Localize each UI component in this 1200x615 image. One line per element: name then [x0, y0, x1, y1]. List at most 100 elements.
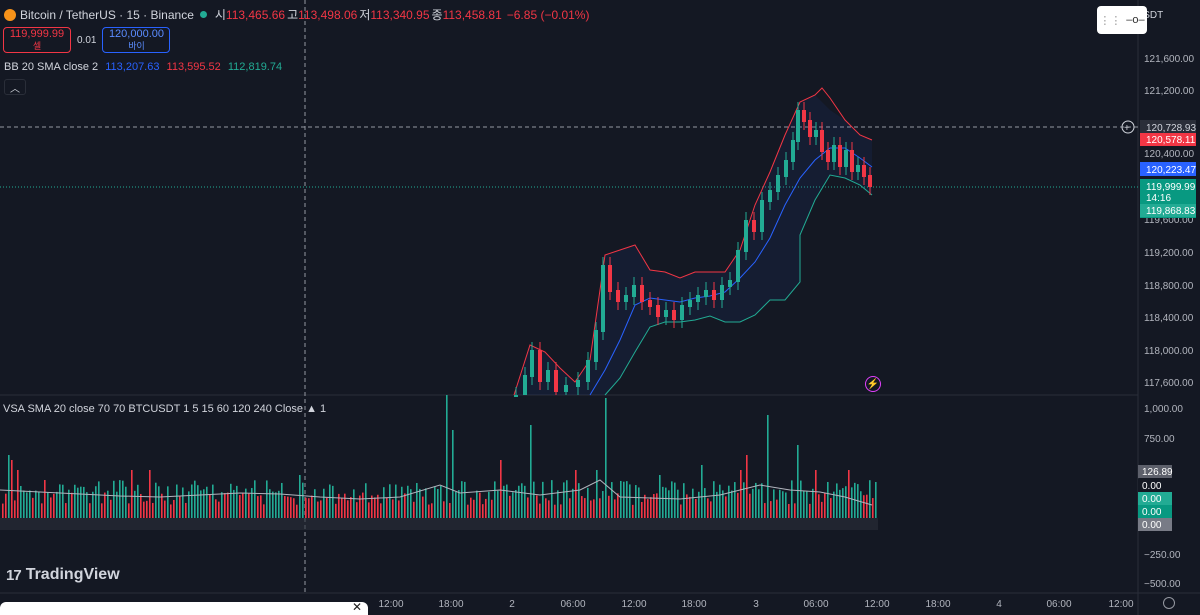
horizontal-line-icon[interactable]: –o– — [1126, 14, 1145, 26]
candle — [656, 297, 660, 325]
volume-bar — [323, 488, 325, 518]
volume-bar — [47, 492, 49, 518]
volume-bar — [863, 495, 865, 518]
symbol-title[interactable]: Bitcoin / TetherUS · 15 · Binance — [20, 7, 194, 22]
collapse-legend-button[interactable]: ︿ — [4, 79, 26, 95]
volume-bar — [161, 493, 163, 518]
volume-bar — [146, 500, 148, 518]
volume-bar — [815, 470, 817, 518]
volume-bar — [20, 485, 22, 518]
volume-bar — [203, 489, 205, 518]
volume-bar — [578, 483, 580, 518]
volume-bar — [668, 490, 670, 518]
market-open-icon — [199, 11, 207, 18]
volume-bar — [38, 491, 40, 518]
candle — [791, 132, 795, 170]
volume-bar — [695, 499, 697, 518]
volume-bar — [725, 496, 727, 518]
volume-bar — [746, 455, 748, 518]
volume-bar — [650, 497, 652, 518]
symbol-legend[interactable]: Bitcoin / TetherUS · 15 · Binance 시 113,4… — [4, 6, 589, 23]
volume-bar — [56, 491, 58, 518]
volume-bar — [728, 485, 730, 518]
volume-bar — [446, 395, 448, 518]
volume-bar — [842, 488, 844, 518]
volume-bar — [803, 491, 805, 518]
bollinger-legend[interactable]: BB 20 SMA close 2 113,207.63 113,595.52 … — [4, 61, 283, 73]
volume-bar — [365, 483, 367, 518]
price-axis: 121,600.00 121,200.00 120,400.00 119,600.00… — [1144, 54, 1194, 389]
candle — [850, 142, 854, 180]
settings-icon[interactable] — [1163, 597, 1175, 609]
candle — [530, 342, 534, 385]
candle — [640, 277, 644, 310]
bottom-popup: ✕ — [0, 600, 368, 615]
add-alert-icon[interactable] — [1121, 120, 1135, 134]
candle — [704, 282, 708, 305]
volume-bar — [53, 493, 55, 518]
candle — [802, 102, 806, 130]
volume-bar — [59, 484, 61, 518]
volume-tag-up: 0.00 — [1138, 492, 1172, 505]
close-icon[interactable]: ✕ — [351, 600, 362, 614]
volume-bar — [458, 490, 460, 518]
volume-bar — [797, 445, 799, 518]
volume-bar — [167, 486, 169, 518]
volume-bar — [635, 485, 637, 518]
volume-bar — [89, 503, 91, 518]
volume-bar — [737, 492, 739, 518]
price-axis-label: 117,600.00 — [1144, 378, 1194, 389]
volume-bar — [854, 482, 856, 518]
volume-bar — [317, 501, 319, 518]
volume-bar — [404, 493, 406, 518]
volume-bar — [290, 497, 292, 518]
volume-bar — [872, 498, 874, 518]
volume-bar — [572, 488, 574, 518]
volume-bar — [422, 496, 424, 518]
drag-handle-icon[interactable]: ⋮⋮ — [1099, 14, 1122, 27]
volume-bar — [632, 504, 634, 518]
flash-icon[interactable]: ⚡ — [865, 376, 881, 392]
buy-button[interactable]: 120,000.00 바이 — [102, 27, 171, 53]
volume-bar — [242, 492, 244, 518]
svg-text:119,868.83: 119,868.83 — [1146, 206, 1196, 217]
volume-bar — [713, 481, 715, 518]
volume-bar — [107, 490, 109, 518]
volume-bar — [269, 489, 271, 518]
price-axis-label: 120,400.00 — [1144, 149, 1194, 160]
symbol-chip[interactable]: USDT — [1136, 9, 1164, 21]
volume-bar — [833, 491, 835, 518]
candle — [616, 282, 620, 310]
volume-bar — [338, 493, 340, 518]
volume-bar — [443, 501, 445, 518]
volume-bar — [335, 503, 337, 518]
sell-button[interactable]: 119,999.99 셀 — [3, 27, 71, 53]
tradingview-logo[interactable]: 17 TradingView — [6, 566, 120, 584]
volume-bar — [776, 499, 778, 518]
volume-bar — [197, 485, 199, 518]
candle — [826, 142, 830, 170]
bitcoin-logo-icon — [4, 8, 16, 21]
volume-bar — [362, 492, 364, 518]
time-axis-label: 06:00 — [803, 599, 828, 610]
volume-bar — [545, 498, 547, 518]
price-tag-lower-band: 119,868.83 — [1140, 204, 1196, 217]
volume-bar — [758, 489, 760, 518]
volume-bar — [599, 498, 601, 518]
price-axis-label: 119,200.00 — [1144, 248, 1194, 259]
candle — [856, 157, 860, 180]
volume-bar — [647, 499, 649, 518]
volume-bar — [869, 480, 871, 518]
volume-bar — [764, 503, 766, 518]
volume-axis: 1,000.00 750.00 −250.00 −500.00 — [1144, 404, 1183, 590]
volume-bar — [302, 482, 304, 518]
volume-bar — [644, 494, 646, 518]
volume-bar — [284, 496, 286, 518]
volume-bar — [596, 470, 598, 518]
volume-bar — [755, 482, 757, 518]
volume-bar — [665, 487, 667, 518]
drawing-toolbar[interactable]: ⋮⋮ –o– — [1097, 6, 1147, 34]
vsa-legend[interactable]: VSA SMA 20 close 70 70 BTCUSDT 1 5 15 60… — [3, 403, 327, 415]
volume-bar — [575, 470, 577, 518]
